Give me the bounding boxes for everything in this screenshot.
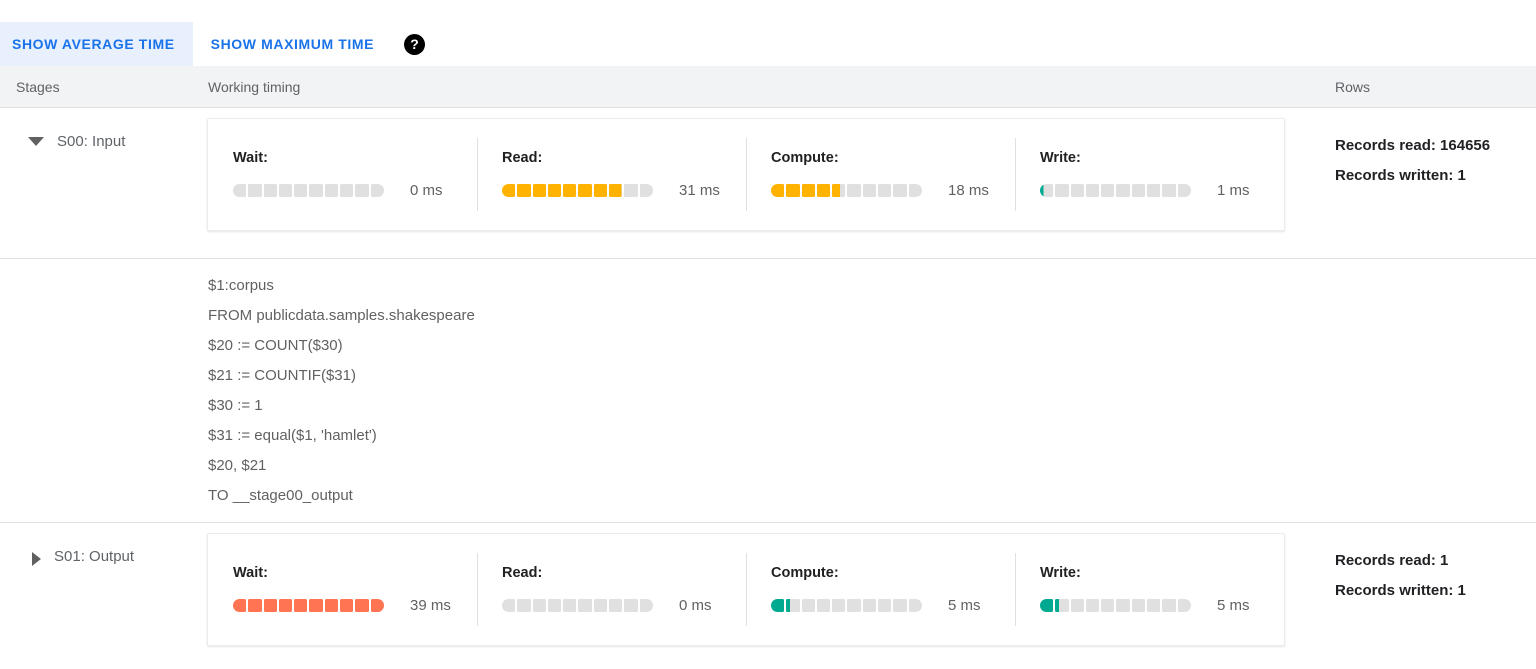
records-written: Records written: 1 [1335,167,1466,184]
query-plan-panel: SHOW AVERAGE TIME SHOW MAXIMUM TIME ? St… [0,22,1536,669]
rows-cell-s00: Records read: 164656 Records written: 1 [1300,118,1536,231]
detail-line: TO __stage00_output [208,487,353,504]
metric-value: 5 ms [948,597,981,614]
metric-value: 5 ms [1217,597,1250,614]
tab-show-average-time[interactable]: SHOW AVERAGE TIME [0,22,193,66]
metric-label: Wait: [233,150,268,166]
stage-label: S01: Output [54,548,135,565]
column-header-stages: Stages [16,78,60,95]
timing-cell-s00: Wait: 0 ms Read: 31 ms Compute: [207,118,1300,231]
records-written: Records written: 1 [1335,582,1466,599]
timing-card-s00: Wait: 0 ms Read: 31 ms Compute: [207,118,1285,231]
records-read: Records read: 1 [1335,552,1449,569]
detail-line: $30 := 1 [208,397,263,414]
wait-timing-bar [233,599,384,612]
metric-value: 18 ms [948,182,989,199]
timing-cell-s01: Wait: 39 ms Read: 0 ms Compute: [207,533,1300,646]
metric-value: 39 ms [410,597,451,614]
write-timing-bar [1040,184,1191,197]
metric-write: Write: 1 ms [1015,138,1284,211]
table-header: Stages Working timing Rows [0,66,1536,108]
wait-timing-bar [233,184,384,197]
metric-label: Write: [1040,565,1081,581]
detail-line: $21 := COUNTIF($31) [208,367,356,384]
detail-line: $20, $21 [208,457,267,474]
metric-compute: Compute: 18 ms [746,138,1015,211]
read-timing-bar [502,599,653,612]
compute-timing-bar [771,184,922,197]
rows-cell-s01: Records read: 1 Records written: 1 [1300,533,1536,646]
column-header-working-timing: Working timing [208,78,301,95]
collapse-arrow-icon[interactable] [28,137,44,146]
metric-read: Read: 0 ms [477,553,746,626]
metric-wait: Wait: 39 ms [208,565,477,614]
timing-mode-tabbar: SHOW AVERAGE TIME SHOW MAXIMUM TIME ? [0,22,1536,66]
metric-label: Write: [1040,150,1081,166]
metric-compute: Compute: 5 ms [746,553,1015,626]
stage-toggle-s01[interactable]: S01: Output [0,533,207,646]
column-header-rows: Rows [1335,78,1371,95]
metric-value: 31 ms [679,182,720,199]
read-timing-bar [502,184,653,197]
metric-value: 0 ms [679,597,712,614]
metric-value: 1 ms [1217,182,1250,199]
records-read: Records read: 164656 [1335,137,1491,154]
stage-row-s00: S00: Input Wait: 0 ms Read: 31 ms [0,108,1536,258]
metric-label: Read: [502,150,543,166]
tab-show-maximum-time[interactable]: SHOW MAXIMUM TIME [193,22,392,66]
metric-label: Wait: [233,565,268,581]
expand-arrow-icon[interactable] [32,552,41,566]
write-timing-bar [1040,599,1191,612]
metric-wait: Wait: 0 ms [208,150,477,199]
detail-line: $31 := equal($1, 'hamlet') [208,427,377,444]
metric-value: 0 ms [410,182,443,199]
detail-line: $20 := COUNT($30) [208,337,343,354]
detail-line: $1:corpus [208,277,274,294]
timing-card-s01: Wait: 39 ms Read: 0 ms Compute: [207,533,1285,646]
stage-row-s01: S01: Output Wait: 39 ms Read: 0 ms [0,522,1536,669]
detail-line: FROM publicdata.samples.shakespeare [208,307,475,324]
stage-detail-s00: $1:corpus FROM publicdata.samples.shakes… [0,258,1536,522]
metric-read: Read: 31 ms [477,138,746,211]
stage-label: S00: Input [57,133,126,150]
metric-label: Compute: [771,565,839,581]
metric-label: Compute: [771,150,839,166]
stage-toggle-s00[interactable]: S00: Input [0,118,207,231]
compute-timing-bar [771,599,922,612]
metric-write: Write: 5 ms [1015,553,1284,626]
help-icon[interactable]: ? [404,33,426,55]
metric-label: Read: [502,565,543,581]
